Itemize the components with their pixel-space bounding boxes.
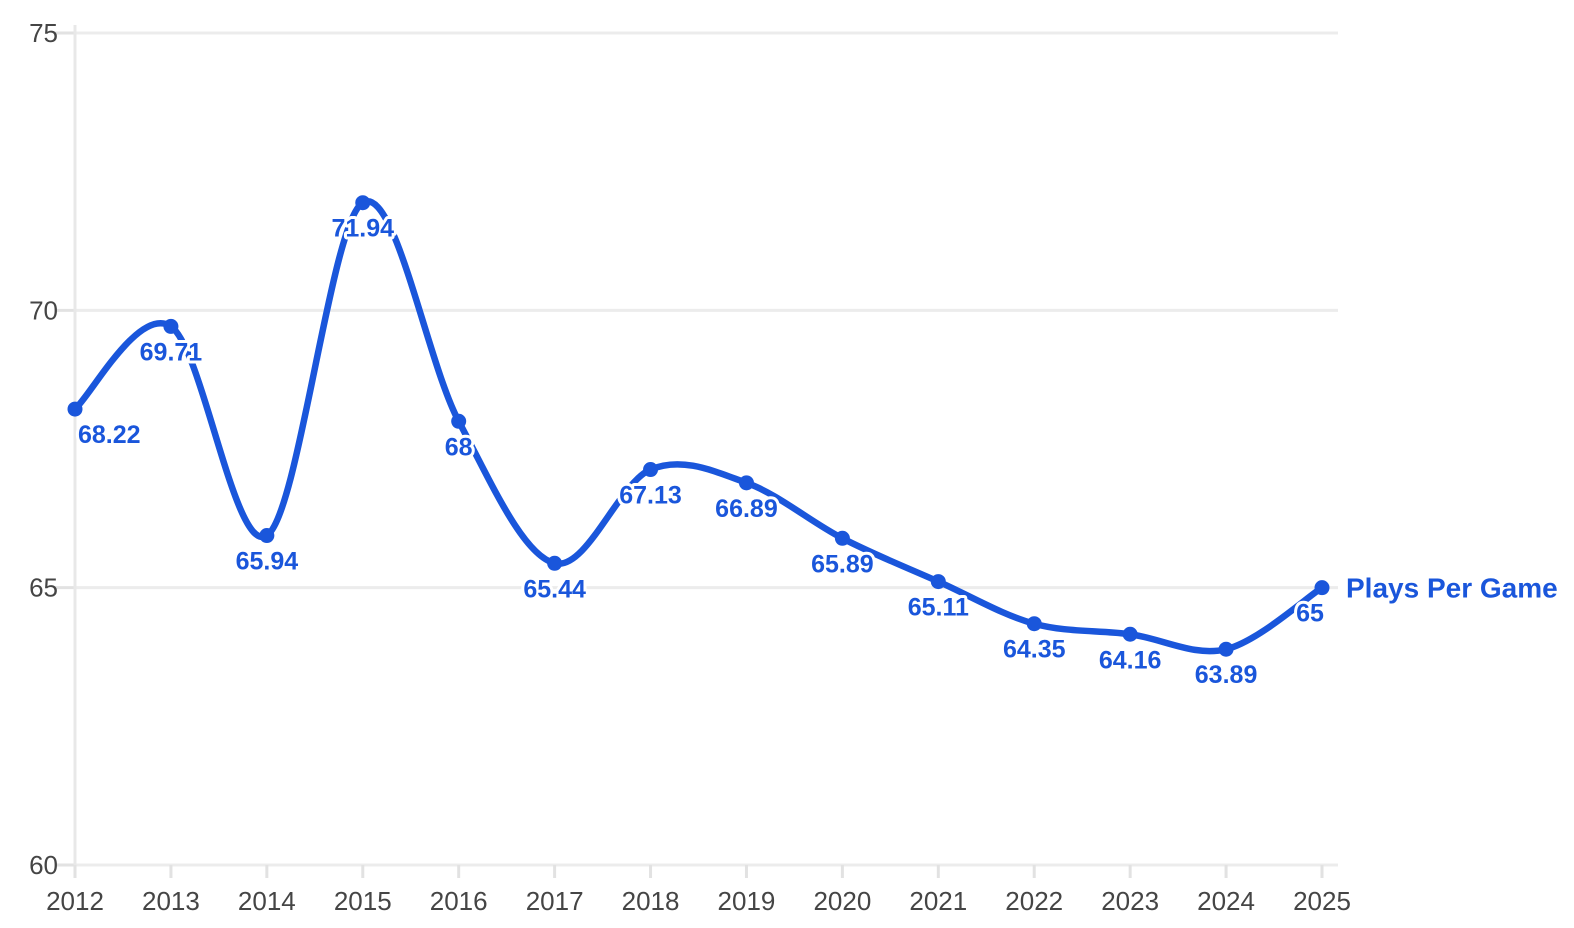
y-axis-tick-label: 75 (29, 18, 58, 48)
data-point-label: 65 (1296, 600, 1324, 628)
data-point-label: 64.16 (1099, 646, 1162, 674)
x-axis-tick-label: 2018 (622, 886, 680, 916)
x-axis-tick-label: 2013 (142, 886, 200, 916)
data-point-dot (834, 530, 850, 546)
data-point-dot (355, 195, 371, 211)
data-point-dot (643, 462, 659, 478)
data-point-dot (1314, 580, 1330, 596)
series-name-label: Plays Per Game (1346, 573, 1558, 604)
y-axis-tick-label: 65 (29, 573, 58, 603)
series-line-path (71, 198, 1326, 655)
y-axis-tick-label: 60 (29, 850, 58, 880)
data-point-label: 68 (445, 433, 473, 461)
x-axis-tick-label: 2014 (238, 886, 296, 916)
data-point-dot (259, 528, 275, 544)
data-point-label: 66.89 (715, 495, 778, 523)
x-axis-tick-label: 2015 (334, 886, 392, 916)
data-point-label: 68.22 (78, 421, 141, 449)
x-axis-tick-label: 2017 (526, 886, 584, 916)
data-point-dot (738, 475, 754, 491)
data-point-dot (451, 413, 467, 429)
x-axis-tick-label: 2023 (1101, 886, 1159, 916)
data-point-label: 69.71 (140, 338, 203, 366)
x-axis-tick-label: 2025 (1293, 886, 1351, 916)
data-point-dot (67, 401, 83, 417)
data-point-dot (1218, 641, 1234, 657)
data-point-label: 65.94 (236, 548, 299, 576)
data-point-label: 65.44 (523, 575, 586, 603)
data-point-dot (163, 318, 179, 334)
x-axis-tick-label: 2012 (46, 886, 104, 916)
data-point-label: 65.89 (811, 550, 874, 578)
data-point-dot (1122, 626, 1138, 642)
x-axis-tick-label: 2021 (909, 886, 967, 916)
data-point-label: 65.11 (908, 594, 969, 622)
y-axis-tick-label: 70 (29, 295, 58, 325)
x-axis-tick-label: 2020 (813, 886, 871, 916)
data-point-label: 67.13 (619, 482, 682, 510)
data-point-label: 64.35 (1003, 636, 1066, 664)
x-axis-tick-label: 2024 (1197, 886, 1255, 916)
x-axis-tick-label: 2019 (718, 886, 776, 916)
data-point-dot (930, 574, 946, 590)
data-point-label: 63.89 (1195, 661, 1258, 689)
data-point-dot (547, 555, 563, 571)
data-point-dot (1026, 616, 1042, 632)
data-point-label: 71.94 (331, 215, 394, 243)
x-axis-tick-label: 2022 (1005, 886, 1063, 916)
x-axis-tick-label: 2016 (430, 886, 488, 916)
